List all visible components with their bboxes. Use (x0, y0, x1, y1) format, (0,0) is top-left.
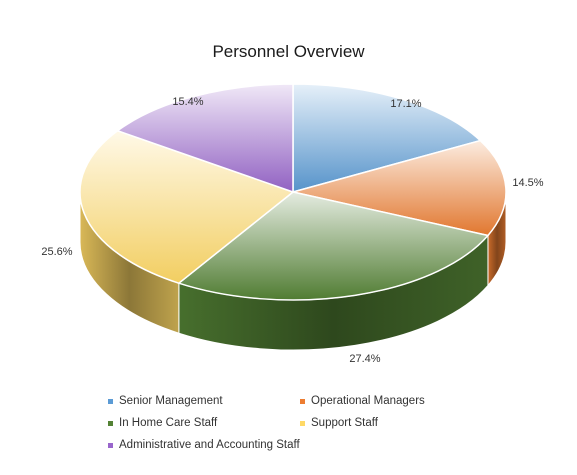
pie-slice-senior-management (292, 83, 482, 193)
pie-slice-in-home-care-staff (177, 191, 490, 301)
legend-label: Support Staff (311, 417, 378, 429)
legend-swatch (108, 398, 113, 404)
chart-title: Personnel Overview (212, 42, 365, 61)
legend-swatch (300, 420, 305, 426)
data-label-senior-management: 17.1% (390, 98, 421, 110)
legend-item-senior-management: Senior Management (108, 395, 223, 407)
legend-label: Senior Management (119, 395, 223, 407)
legend-swatch (108, 420, 113, 426)
pie-slice-operational-managers (292, 139, 507, 237)
pie-slice-support-staff (79, 129, 295, 285)
pie-top (79, 83, 507, 301)
legend-label: Administrative and Accounting Staff (119, 439, 300, 451)
legend-item-operational-managers: Operational Managers (300, 395, 425, 407)
pie-slice-administrative-and-accounting-staff (115, 83, 294, 194)
legend-item-support-staff: Support Staff (300, 417, 378, 429)
data-label-support-staff: 25.6% (41, 246, 72, 258)
legend-label: In Home Care Staff (119, 417, 218, 429)
legend-label: Operational Managers (311, 395, 425, 407)
data-label-operational-managers: 14.5% (512, 177, 543, 189)
legend-item-in-home-care-staff: In Home Care Staff (108, 417, 217, 429)
data-label-administrative-and-accounting-staff: 15.4% (172, 96, 203, 108)
data-label-in-home-care-staff: 27.4% (349, 353, 380, 365)
legend-swatch (108, 442, 113, 448)
legend-swatch (300, 398, 305, 404)
legend-item-administrative-and-accounting-staff: Administrative and Accounting Staff (108, 439, 300, 451)
